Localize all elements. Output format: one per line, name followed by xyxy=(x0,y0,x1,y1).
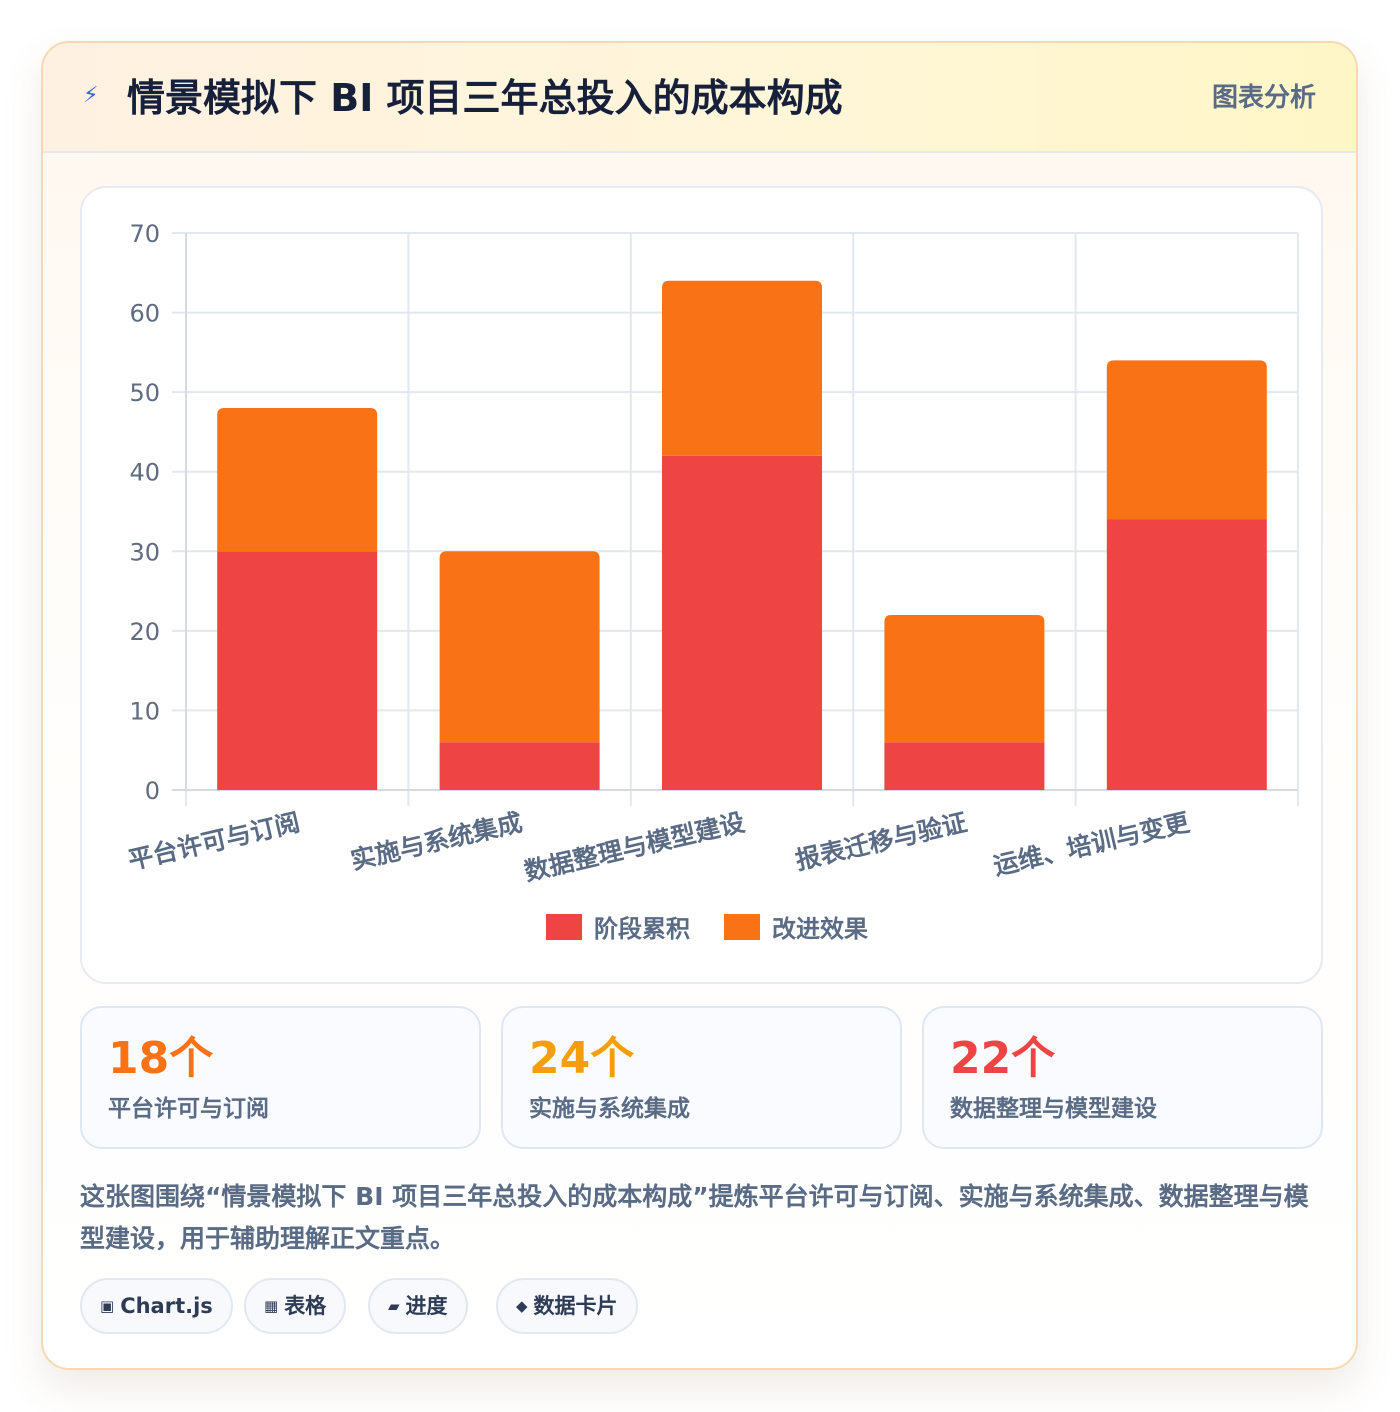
stat-card: 18个 平台许可与订阅 xyxy=(80,1006,481,1149)
chip-label: 进度 xyxy=(405,1294,448,1318)
diamond-icon: ◆ xyxy=(516,1297,528,1315)
y-tick-label: 50 xyxy=(129,379,160,407)
x-tick-label: 实施与系统集成 xyxy=(348,808,525,876)
card-title: 情景模拟下 BI 项目三年总投入的成本构成 xyxy=(127,76,843,120)
chip-progress[interactable]: ▰ 进度 xyxy=(368,1278,468,1334)
stats-row: 18个 平台许可与订阅 24个 实施与系统集成 22个 数据整理与模型建设 xyxy=(80,1006,1323,1149)
y-tick-label: 60 xyxy=(129,300,160,328)
stat-label: 数据整理与模型建设 xyxy=(950,1096,1157,1122)
y-tick-label: 70 xyxy=(129,220,160,248)
stat-value: 22个 xyxy=(950,1033,1056,1084)
bar-segment xyxy=(217,551,378,790)
legend-swatch xyxy=(724,914,760,940)
chart-card: ⚡ 情景模拟下 BI 项目三年总投入的成本构成 图表分析 0 10 20 30 40 50… xyxy=(41,41,1358,1370)
y-tick-label: 30 xyxy=(129,538,160,566)
bar-segment xyxy=(884,614,1045,743)
chip-chartjs[interactable]: ▣ Chart.js xyxy=(80,1278,233,1334)
y-tick-label: 10 xyxy=(129,697,160,725)
chip-table[interactable]: ▦ 表格 xyxy=(244,1278,347,1334)
stat-value: 18个 xyxy=(108,1033,214,1084)
stat-card: 22个 数据整理与模型建设 xyxy=(922,1006,1323,1149)
bar-segment xyxy=(662,455,822,790)
chart-analysis-tag: 图表分析 xyxy=(1211,83,1316,113)
stat-label: 实施与系统集成 xyxy=(529,1096,690,1122)
lightning-icon: ⚡ xyxy=(83,83,99,108)
square-icon: ▣ xyxy=(100,1297,115,1315)
chart-description: 这张图围绕“情景模拟下 BI 项目三年总投入的成本构成”提炼平台许可与订阅、实施… xyxy=(80,1182,1309,1253)
x-tick-label: 报表迁移与验证 xyxy=(793,808,970,876)
y-tick-label: 0 xyxy=(145,777,160,805)
chip-label: Chart.js xyxy=(120,1294,213,1318)
chip-label: 数据卡片 xyxy=(533,1294,618,1318)
y-tick-label: 20 xyxy=(129,618,160,646)
stat-value: 24个 xyxy=(529,1033,635,1084)
progress-icon: ▰ xyxy=(388,1297,400,1315)
stat-label: 平台许可与订阅 xyxy=(108,1096,269,1122)
chip-data-card[interactable]: ◆ 数据卡片 xyxy=(496,1278,638,1334)
chart-panel: 0 10 20 30 40 50 60 70 平台许可与订阅 实施与系统集成 数据整理与模型建设 报表… xyxy=(80,186,1323,984)
bar-segment xyxy=(439,551,600,743)
bar-segment xyxy=(1106,519,1267,790)
bar-segment xyxy=(662,280,822,456)
card-header: ⚡ 情景模拟下 BI 项目三年总投入的成本构成 图表分析 xyxy=(43,43,1356,153)
bar-segment xyxy=(1106,360,1267,520)
stat-card: 24个 实施与系统集成 xyxy=(501,1006,902,1149)
bar-segment xyxy=(884,742,1045,790)
legend-label: 阶段累积 xyxy=(594,915,690,943)
bar-segment xyxy=(217,408,378,552)
y-tick-label: 40 xyxy=(129,459,160,487)
x-tick-label: 平台许可与订阅 xyxy=(125,808,302,876)
legend-swatch xyxy=(546,914,582,940)
bar-segment xyxy=(439,742,600,790)
x-tick-label: 数据整理与模型建设 xyxy=(522,808,748,887)
legend-label: 改进效果 xyxy=(772,915,868,943)
chip-label: 表格 xyxy=(284,1294,327,1318)
x-tick-label: 运维、培训与变更 xyxy=(991,807,1193,880)
table-icon: ▦ xyxy=(264,1297,279,1315)
